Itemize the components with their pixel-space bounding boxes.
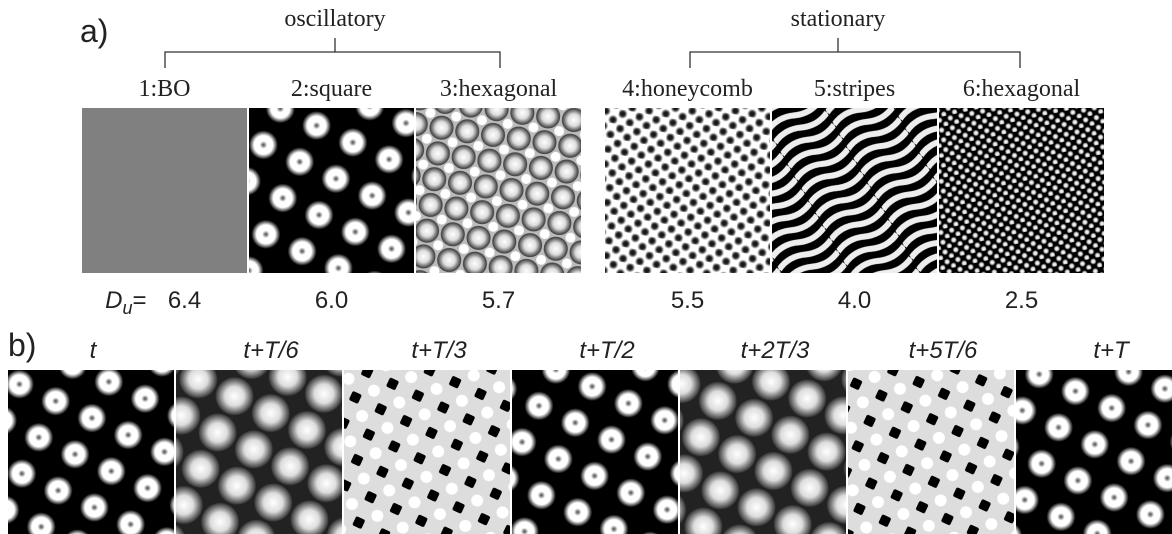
panel-label: a) (80, 13, 108, 49)
pattern-image (605, 108, 770, 273)
frame-image (1016, 370, 1172, 534)
group-label: stationary (791, 6, 886, 32)
panel-b: t t+T/6 t+T/3 t+T/2 t+2T/3 t+5T/6 t+T (8, 337, 1172, 534)
frame-image (512, 370, 678, 534)
panel-a: 1:BO 6.4 Du= 2:square 6.0 3:hexagonal 5.7 4:hon… (82, 76, 1104, 318)
pattern-image (82, 108, 247, 273)
tile-title: 6:hexagonal (963, 76, 1081, 102)
frame-label: t+T/3 (411, 337, 467, 364)
frame-label: t+T (1093, 337, 1131, 364)
figure: a) b) oscillatory stationary 1:BO 6.4 Du= 2… (0, 0, 1172, 534)
group-label: oscillatory (284, 6, 385, 32)
parameter-name: Du= (105, 287, 146, 318)
bracket (165, 38, 500, 68)
bracket (690, 38, 1020, 68)
frame-image (344, 370, 510, 534)
parameter-value: 6.4 (168, 287, 201, 314)
frame-label: t+T/6 (243, 337, 299, 364)
tile-title: 4:honeycomb (622, 76, 753, 102)
tile-title: 3:hexagonal (440, 76, 558, 102)
frame-image (680, 370, 846, 534)
tile-title: 5:stripes (814, 76, 895, 102)
pattern-image (249, 108, 414, 273)
parameter-value: 4.0 (838, 287, 871, 314)
panel-label: b) (8, 327, 36, 363)
parameter-value: 6.0 (315, 287, 348, 314)
pattern-image (416, 108, 581, 273)
parameter-value: 5.5 (671, 287, 704, 314)
frame-image (8, 370, 174, 534)
frame-label: t+2T/3 (741, 337, 810, 364)
pattern-image (772, 108, 937, 273)
frame-label: t+5T/6 (909, 337, 978, 364)
pattern-image (939, 108, 1104, 273)
tile-title: 2:square (291, 76, 372, 102)
frame-image (176, 370, 342, 534)
parameter-value: 2.5 (1005, 287, 1038, 314)
parameter-value: 5.7 (482, 287, 515, 314)
tile-title: 1:BO (138, 76, 190, 102)
frame-label: t (90, 337, 98, 364)
frame-image (848, 370, 1014, 534)
frame-label: t+T/2 (579, 337, 634, 364)
